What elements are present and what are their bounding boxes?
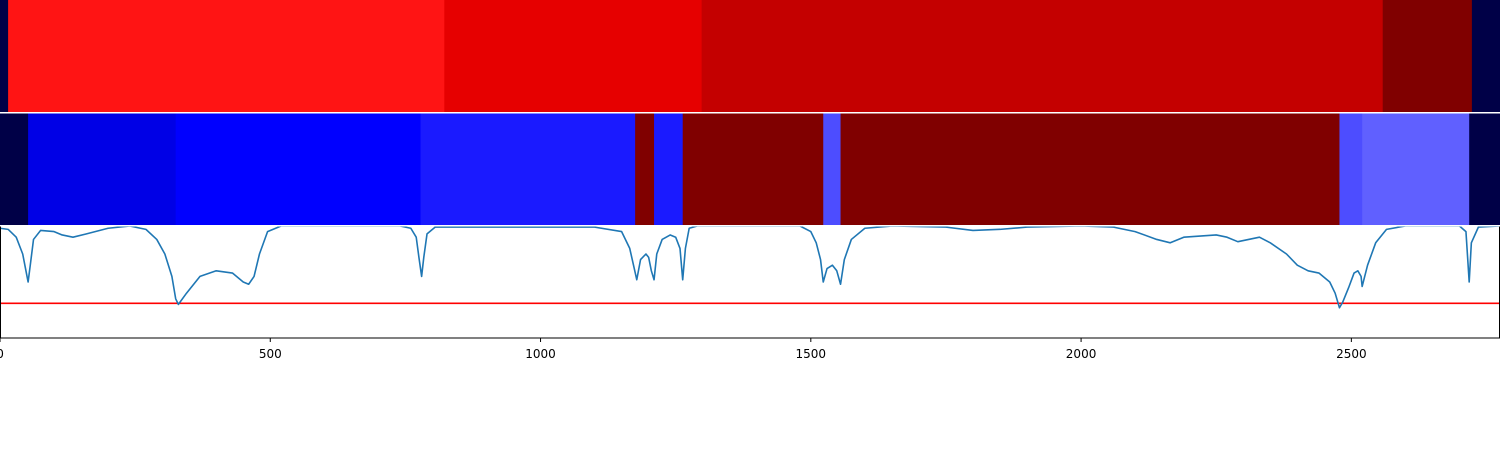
track-2-segment-11 (1362, 113, 1470, 226)
track-2-segment-5 (635, 113, 655, 226)
x-tick-label-1000: 1000 (525, 347, 556, 361)
track-2-segment-7 (682, 113, 824, 226)
track-2-segment-6 (654, 113, 684, 226)
heatmap-track-top (0, 0, 1500, 112)
track-1-segment-1 (0, 0, 9, 112)
track-2-segment-1 (0, 113, 29, 226)
x-tick-label-0: 0 (0, 347, 4, 361)
series-line (0, 225, 1500, 309)
track-2-segment-2 (28, 113, 177, 226)
track-1-segment-5 (1382, 0, 1473, 112)
track-2-segment-4 (420, 113, 636, 226)
x-tick-label-2500: 2500 (1336, 347, 1367, 361)
track-2-segment-9 (840, 113, 1341, 226)
track-2-segment-12 (1469, 113, 1500, 226)
track-separator-2 (0, 225, 1500, 227)
track-1-segment-3 (444, 0, 703, 112)
track-1-segment-2 (8, 0, 445, 112)
x-tick-label-500: 500 (259, 347, 282, 361)
track-2-segment-10 (1339, 113, 1363, 226)
track-separator-1 (0, 112, 1500, 114)
track-2-segment-8 (823, 113, 842, 226)
track-1-segment-6 (1471, 0, 1500, 112)
x-tick-label-1500: 1500 (796, 347, 827, 361)
heatmap-track-middle (0, 113, 1500, 226)
track-1-segment-4 (701, 0, 1384, 112)
x-tick-label-2000: 2000 (1066, 347, 1097, 361)
track-2-segment-3 (175, 113, 422, 226)
line-plot-area (0, 225, 1500, 339)
x-axis: 0 500 1000 1500 2000 2500 (0, 338, 1367, 361)
line-plot-background (0, 226, 1500, 338)
